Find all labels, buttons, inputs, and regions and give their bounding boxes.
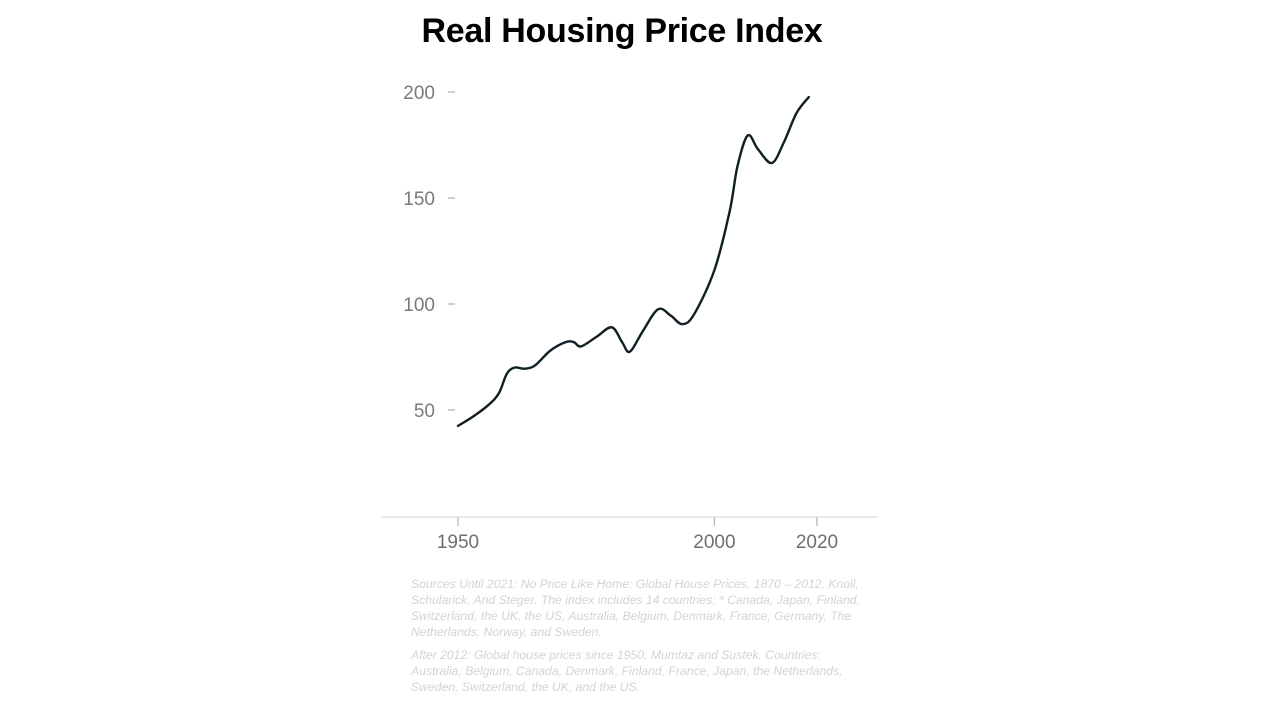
series-layer [456, 95, 810, 428]
source-note: Sources Until 2021: No Price Like Home: … [411, 577, 860, 639]
y-tick-label: 150 [403, 189, 435, 210]
chart-title: Real Housing Price Index [421, 12, 823, 50]
series-line [456, 95, 810, 428]
x-tick-label: 1950 [437, 532, 479, 553]
x-tick-label: 2020 [796, 532, 838, 553]
y-axis: 50 100 150 200 [403, 83, 455, 422]
y-tick-label: 200 [403, 83, 435, 104]
x-tick-label: 2000 [693, 532, 735, 553]
source-note-after-2012: After 2012: Global house prices since 19… [411, 648, 843, 694]
y-tick-label: 50 [414, 401, 435, 422]
y-tick-label: 100 [403, 295, 435, 316]
x-axis: 1950 2000 2020 [381, 516, 878, 553]
